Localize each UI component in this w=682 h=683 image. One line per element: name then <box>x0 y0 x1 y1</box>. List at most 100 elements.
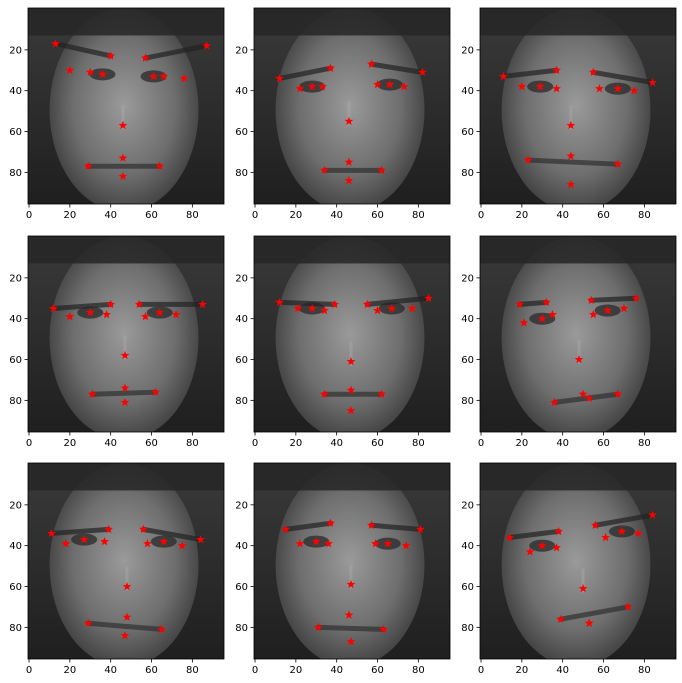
hair-region <box>254 463 450 491</box>
keypoint-marker <box>122 581 132 591</box>
left-brow-shadow <box>368 522 423 532</box>
keypoint-marker <box>155 307 165 317</box>
keypoint-marker <box>159 537 169 546</box>
keypoint-marker <box>196 534 205 544</box>
mouth-shadow <box>89 389 159 397</box>
keypoint-marker <box>295 84 305 93</box>
keypoint-marker <box>320 305 329 315</box>
keypoint-marker <box>505 532 514 542</box>
y-tick-label: 60 <box>461 127 474 138</box>
keypoint-marker <box>584 393 594 403</box>
keypoint-marker <box>383 539 393 548</box>
keypoint-marker <box>373 305 382 315</box>
y-tick-label: 20 <box>235 500 248 511</box>
keypoint-marker <box>326 518 335 527</box>
keypoint-marker <box>566 120 576 130</box>
y-tick-label: 20 <box>235 45 248 56</box>
keypoint-marker <box>548 310 557 319</box>
mouth-shadow <box>525 157 621 167</box>
keypoint-marker <box>379 624 389 634</box>
keypoint-marker <box>65 312 75 321</box>
axes-frame <box>27 462 225 660</box>
keypoint-marker <box>344 116 354 126</box>
x-tick-label: 60 <box>145 210 158 221</box>
face-photo <box>254 8 450 204</box>
keypoint-marker <box>588 310 598 319</box>
keypoint-marker <box>519 318 529 327</box>
keypoint-marker <box>552 543 561 552</box>
x-tick-label: 40 <box>556 665 569 676</box>
face-photo <box>254 463 450 659</box>
face-region <box>275 463 425 659</box>
keypoint-marker <box>179 73 189 83</box>
face-region <box>501 463 651 659</box>
keypoint-marker <box>362 299 372 309</box>
keypoint-marker <box>541 297 551 307</box>
keypoint-marker <box>648 510 657 519</box>
keypoint-marker <box>104 524 114 534</box>
x-tick-label: 20 <box>515 210 528 221</box>
left-brow-shadow <box>142 43 210 61</box>
subplot-4: 0 20 40 60 80 20 40 60 80 <box>9 235 225 449</box>
face-region <box>275 8 425 204</box>
x-tick-label: 0 <box>252 438 258 449</box>
face-region <box>275 236 425 432</box>
x-tick-label: 60 <box>597 438 610 449</box>
keypoint-marker <box>120 630 130 640</box>
keypoint-marker <box>346 356 356 366</box>
keypoint-marker <box>159 71 169 81</box>
keypoint-marker <box>387 303 397 313</box>
axes-frame <box>479 7 677 205</box>
x-tick-label: 60 <box>371 438 384 449</box>
face-photo <box>480 463 676 659</box>
x-tick-label: 0 <box>26 665 32 676</box>
y-tick-label: 60 <box>9 582 22 593</box>
keypoint-marker <box>143 539 152 548</box>
keypoint-markers <box>275 59 427 185</box>
mouth-shadow <box>85 620 165 632</box>
x-tick-label: 20 <box>289 210 302 221</box>
y-tick-label: 40 <box>461 86 474 97</box>
face-region <box>49 236 199 432</box>
subplot-8: 0 20 40 60 80 20 40 60 80 <box>235 462 451 676</box>
y-tick-label: 40 <box>461 541 474 552</box>
keypoint-marker <box>554 526 563 536</box>
keypoint-marker <box>418 67 427 77</box>
keypoint-marker <box>584 618 594 627</box>
axes-frame <box>253 7 451 205</box>
subplot-1: 0 20 40 60 80 20 40 60 80 <box>9 7 225 221</box>
keypoint-marker <box>85 307 95 317</box>
y-tick-label: 60 <box>235 355 248 366</box>
keypoint-marker <box>198 299 207 309</box>
keypoint-marker <box>407 303 417 313</box>
y-tick-label: 40 <box>9 314 22 325</box>
left-brow-shadow <box>368 61 425 75</box>
y-tick-label: 60 <box>235 582 248 593</box>
keypoint-marker <box>307 82 317 91</box>
keypoint-marker <box>87 389 97 398</box>
axes-frame <box>253 462 451 660</box>
keypoint-marker <box>134 299 144 309</box>
keypoint-marker <box>320 389 329 398</box>
mouth-shadow <box>552 391 621 405</box>
y-tick-label: 60 <box>461 355 474 366</box>
x-tick-label: 20 <box>515 438 528 449</box>
keypoint-marker <box>122 612 132 621</box>
subplot-2: 0 20 40 60 80 20 40 60 80 <box>235 7 451 221</box>
keypoint-marker <box>552 65 561 74</box>
keypoint-marker <box>613 159 623 168</box>
keypoint-marker <box>603 305 612 315</box>
keypoint-marker <box>648 77 657 87</box>
x-tick-label: 20 <box>63 210 76 221</box>
x-tick-label: 60 <box>371 665 384 676</box>
right-brow-shadow <box>283 520 334 532</box>
axes-frame <box>27 235 225 433</box>
keypoint-marker <box>588 67 598 77</box>
keypoint-marker <box>51 39 60 48</box>
hair-region <box>480 236 676 264</box>
subplot-6: 0 20 40 60 80 20 40 60 80 <box>461 235 677 449</box>
hair-region <box>28 8 224 36</box>
keypoint-marker <box>367 59 376 68</box>
right-brow-shadow <box>277 299 338 307</box>
